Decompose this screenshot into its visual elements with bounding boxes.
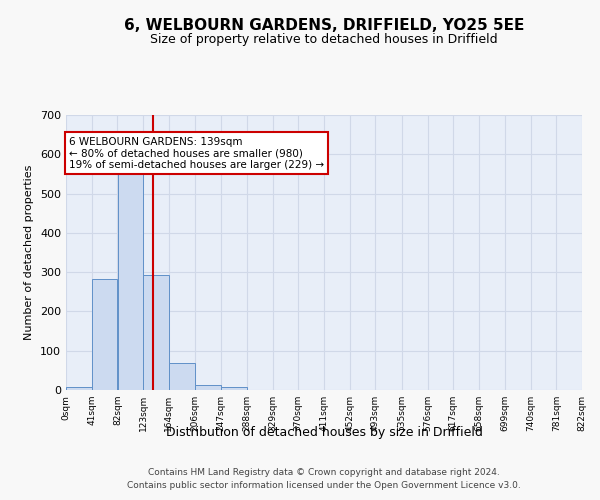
Text: Distribution of detached houses by size in Driffield: Distribution of detached houses by size … bbox=[166, 426, 482, 439]
Text: Size of property relative to detached houses in Driffield: Size of property relative to detached ho… bbox=[150, 32, 498, 46]
Bar bbox=[221, 387, 247, 390]
Y-axis label: Number of detached properties: Number of detached properties bbox=[25, 165, 34, 340]
Bar bbox=[118, 170, 143, 390]
Text: Contains HM Land Registry data © Crown copyright and database right 2024.: Contains HM Land Registry data © Crown c… bbox=[148, 468, 500, 477]
Bar bbox=[92, 279, 118, 390]
Bar bbox=[196, 385, 221, 390]
Text: 6 WELBOURN GARDENS: 139sqm
← 80% of detached houses are smaller (980)
19% of sem: 6 WELBOURN GARDENS: 139sqm ← 80% of deta… bbox=[69, 136, 324, 170]
Bar bbox=[169, 362, 194, 390]
Text: Contains public sector information licensed under the Open Government Licence v3: Contains public sector information licen… bbox=[127, 480, 521, 490]
Bar bbox=[143, 275, 169, 390]
Bar bbox=[66, 387, 92, 390]
Text: 6, WELBOURN GARDENS, DRIFFIELD, YO25 5EE: 6, WELBOURN GARDENS, DRIFFIELD, YO25 5EE bbox=[124, 18, 524, 32]
